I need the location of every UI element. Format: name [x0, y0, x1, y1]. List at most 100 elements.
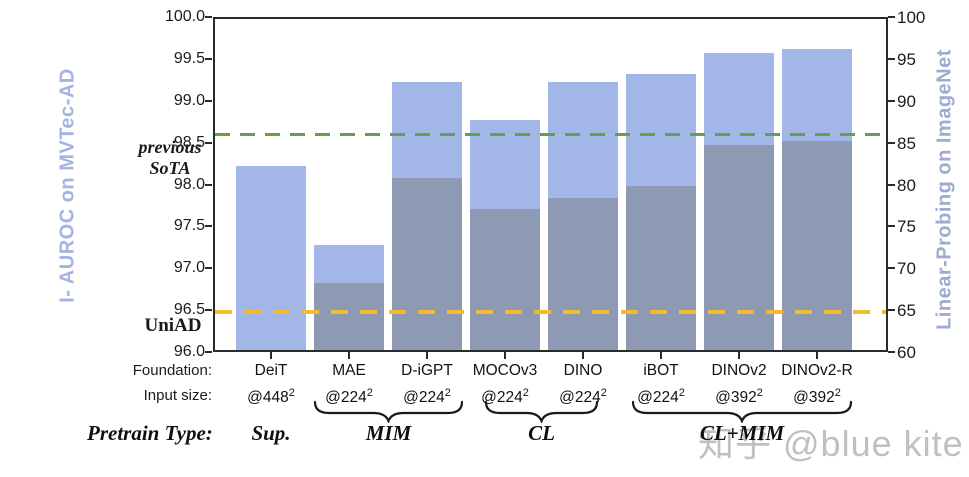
x-axis-tick: [816, 352, 818, 359]
left-axis-tick: [205, 225, 212, 228]
category-label-DINOv2: DINOv2: [711, 362, 767, 379]
category-label-MAE: MAE: [332, 362, 366, 379]
left-axis-tick: [205, 351, 212, 353]
left-axis-tick: [205, 16, 212, 18]
right-axis-tick: [888, 57, 895, 60]
input-size-base: @224: [403, 389, 445, 407]
input-size-exponent: 2: [522, 387, 529, 399]
right-axis-tick: [888, 225, 895, 228]
input-size-base: @448: [247, 389, 289, 407]
left-axis-title: I- AUROC on MVTec-AD: [56, 68, 79, 303]
group-brace-CL+MIM: [631, 399, 853, 425]
bar-linear-probe-iBOT: [626, 185, 696, 350]
right-axis-tick-label: 85: [897, 133, 916, 153]
category-label-DINOv2-R: DINOv2-R: [781, 362, 853, 379]
x-axis-tick: [582, 352, 584, 359]
group-brace-MIM: [313, 399, 464, 425]
x-axis-tick: [660, 352, 662, 359]
left-axis-tick: [205, 267, 212, 270]
right-axis-tick-label: 80: [897, 175, 916, 195]
x-axis-tick: [348, 352, 350, 359]
input-size-exponent: 2: [756, 387, 763, 399]
input-size-exponent: 2: [600, 387, 607, 399]
bar-linear-probe-MOCOv3: [470, 209, 540, 350]
pretrain-type-CL+MIM: CL+MIM: [699, 421, 785, 445]
input-size-label-MAE: @2242: [305, 387, 393, 407]
right-axis-tick: [888, 16, 895, 18]
input-size-exponent: 2: [366, 387, 373, 399]
plot-area: [213, 17, 888, 352]
right-axis-tick: [888, 309, 895, 312]
right-axis-tick: [888, 267, 895, 270]
previous-sota-label: previous SoTA: [138, 137, 202, 178]
input-size-label-DINOv2: @3922: [695, 387, 783, 407]
right-axis-tick-label: 70: [897, 259, 916, 279]
left-axis-tick-label: 97.0: [173, 259, 205, 277]
input-size-label-DeiT: @4482: [227, 387, 315, 407]
left-axis-tick-label: 99.0: [173, 91, 205, 109]
input-size-exponent: 2: [444, 387, 451, 399]
x-axis-tick: [270, 352, 272, 359]
category-label-MOCOv3: MOCOv3: [472, 362, 538, 379]
input-size-base: @224: [325, 389, 367, 407]
reference-line-previous-sota: [215, 132, 886, 136]
right-axis-tick: [888, 183, 895, 186]
left-axis-tick-label: 98.0: [173, 175, 205, 193]
input-size-label-DINOv2-R: @3922: [773, 387, 861, 407]
category-label-DeiT: DeiT: [254, 362, 288, 379]
input-size-row-header: Input size:: [143, 387, 212, 404]
pretrain-type-row-header: Pretrain Type:: [87, 421, 213, 445]
left-axis-tick: [205, 183, 212, 186]
bar-linear-probe-DINOv2: [704, 144, 774, 350]
left-axis-tick-label: 97.5: [173, 217, 205, 235]
input-size-base: @224: [559, 389, 601, 407]
input-size-label-MOCOv3: @2242: [461, 387, 549, 407]
right-axis-tick: [888, 99, 895, 102]
input-size-base: @224: [481, 389, 523, 407]
right-axis-tick-label: 65: [897, 301, 916, 321]
x-axis-tick: [738, 352, 740, 359]
group-brace-CL: [484, 399, 599, 425]
bar-auroc-DeiT: [236, 165, 306, 350]
left-axis-tick: [205, 309, 212, 312]
watermark: 知乎 @blue kite: [698, 423, 964, 464]
input-size-exponent: 2: [288, 387, 295, 399]
left-axis-tick-label: 96.0: [173, 343, 205, 360]
pretrain-type-Sup.: Sup.: [251, 421, 291, 445]
bar-linear-probe-MAE: [314, 283, 384, 350]
bar-linear-probe-DINOv2-R: [782, 140, 852, 350]
input-size-label-iBOT: @2242: [617, 387, 705, 407]
right-axis-tick-label: 100: [897, 8, 926, 27]
input-size-exponent: 2: [834, 387, 841, 399]
left-axis-tick: [205, 57, 212, 60]
left-axis-tick: [205, 141, 212, 144]
bar-linear-probe-DINO: [548, 197, 618, 350]
input-size-label-DINO: @2242: [539, 387, 627, 407]
input-size-base: @392: [793, 389, 835, 407]
left-axis-tick-label: 96.5: [173, 301, 205, 319]
category-label-D-iGPT: D-iGPT: [401, 362, 453, 379]
pretrain-type-CL: CL: [528, 421, 555, 445]
category-label-iBOT: iBOT: [643, 362, 679, 379]
right-axis-tick-label: 90: [897, 91, 916, 111]
bar-linear-probe-D-iGPT: [392, 178, 462, 350]
category-label-DINO: DINO: [563, 362, 603, 379]
right-axis-tick-label: 60: [897, 343, 916, 362]
left-axis-tick: [205, 99, 212, 102]
right-axis-tick-label: 95: [897, 49, 916, 69]
uniad-label: UniAD: [144, 315, 202, 336]
foundation-row-header: Foundation:: [132, 362, 212, 379]
x-axis-tick: [426, 352, 428, 359]
right-axis-tick-label: 75: [897, 217, 916, 237]
input-size-base: @392: [715, 389, 757, 407]
input-size-base: @224: [637, 389, 679, 407]
right-axis-tick: [888, 141, 895, 144]
reference-line-uniad: [215, 310, 886, 315]
left-axis-tick-label: 99.5: [173, 49, 205, 67]
left-axis-tick-label: 100.0: [164, 8, 205, 25]
right-axis-tick: [888, 351, 895, 353]
pretrain-type-MIM: MIM: [365, 421, 412, 445]
x-axis-tick: [504, 352, 506, 359]
input-size-label-D-iGPT: @2242: [383, 387, 471, 407]
